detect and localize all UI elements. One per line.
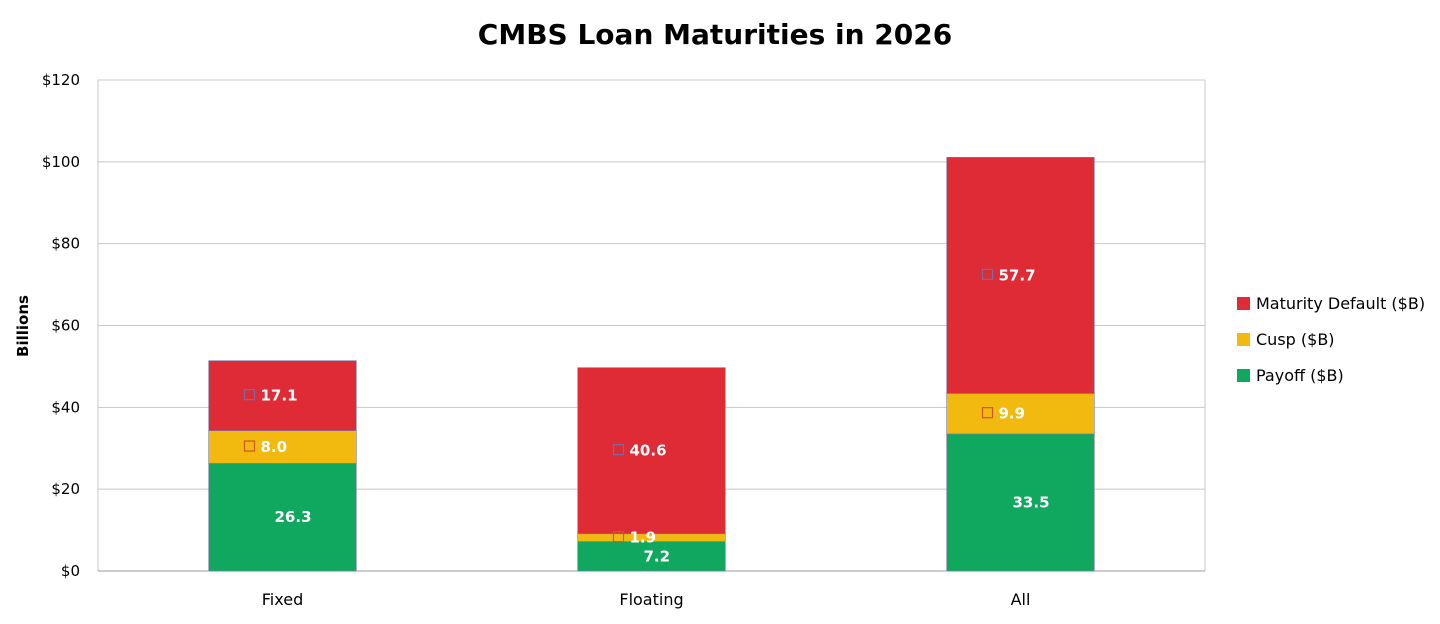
y-tick-label: $60	[51, 317, 80, 335]
label-marker-all-cusp-b	[981, 407, 994, 419]
label-marker-fixed-cusp-b	[243, 440, 256, 452]
legend-label-maturity-default-b: Maturity Default ($B)	[1256, 294, 1425, 313]
y-axis-label: Billions	[14, 295, 32, 357]
y-tick-label: $80	[51, 235, 80, 253]
label-marker-floating-maturity-default-b	[612, 444, 625, 456]
data-label-floating-payoff-b: 7.2	[644, 547, 671, 565]
legend: Maturity Default ($B) Cusp ($B) Payoff ($B…	[1237, 294, 1425, 385]
x-category-labels: Fixed Floating All	[262, 590, 1031, 609]
y-tick-labels: $0 $20 $40 $60 $80 $100 $120	[42, 71, 80, 580]
y-tick-label: $0	[61, 562, 80, 580]
data-label-fixed-maturity-default-b: 17.1	[261, 387, 298, 405]
y-tick-label: $100	[42, 153, 80, 171]
label-marker-fixed-maturity-default-b	[243, 389, 256, 401]
data-label-all-maturity-default-b: 57.7	[999, 266, 1036, 284]
y-tick-label: $40	[51, 398, 80, 416]
label-marker-all-maturity-default-b	[981, 268, 994, 280]
bar-fixed-cusp-b	[208, 430, 357, 464]
data-label-fixed-cusp-b: 8.0	[261, 438, 288, 456]
data-labels: 26.3 8.0 17.1 7.21.9 40.6 33.5 9.9 57.7	[243, 266, 1050, 565]
data-label-all-cusp-b: 9.9	[999, 405, 1026, 423]
x-category-fixed: Fixed	[262, 590, 303, 609]
data-label-floating-maturity-default-b: 40.6	[630, 442, 667, 460]
bar-fixed-maturity-default-b	[208, 360, 357, 431]
legend-swatch-cusp-b	[1237, 333, 1250, 346]
y-tick-label: $20	[51, 480, 80, 498]
x-category-floating: Floating	[619, 590, 683, 609]
bar-all-payoff-b	[946, 433, 1095, 572]
data-label-fixed-payoff-b: 26.3	[275, 508, 312, 526]
chart-title: CMBS Loan Maturities in 2026	[478, 18, 952, 51]
bar-layer	[208, 157, 1095, 572]
legend-swatch-maturity-default-b	[1237, 297, 1250, 310]
bar-all-cusp-b	[946, 393, 1095, 435]
x-category-all: All	[1011, 590, 1031, 609]
legend-swatch-payoff-b	[1237, 369, 1250, 382]
bar-floating-payoff-b	[577, 541, 726, 572]
data-label-floating-cusp-b: 1.9	[630, 529, 657, 547]
data-label-all-payoff-b: 33.5	[1013, 493, 1050, 511]
legend-label-payoff-b: Payoff ($B)	[1256, 366, 1344, 385]
y-tick-label: $120	[42, 71, 80, 89]
bar-all-maturity-default-b	[946, 157, 1095, 394]
bar-floating-maturity-default-b	[577, 367, 726, 535]
label-marker-floating-cusp-b	[612, 531, 625, 543]
legend-label-cusp-b: Cusp ($B)	[1256, 330, 1335, 349]
